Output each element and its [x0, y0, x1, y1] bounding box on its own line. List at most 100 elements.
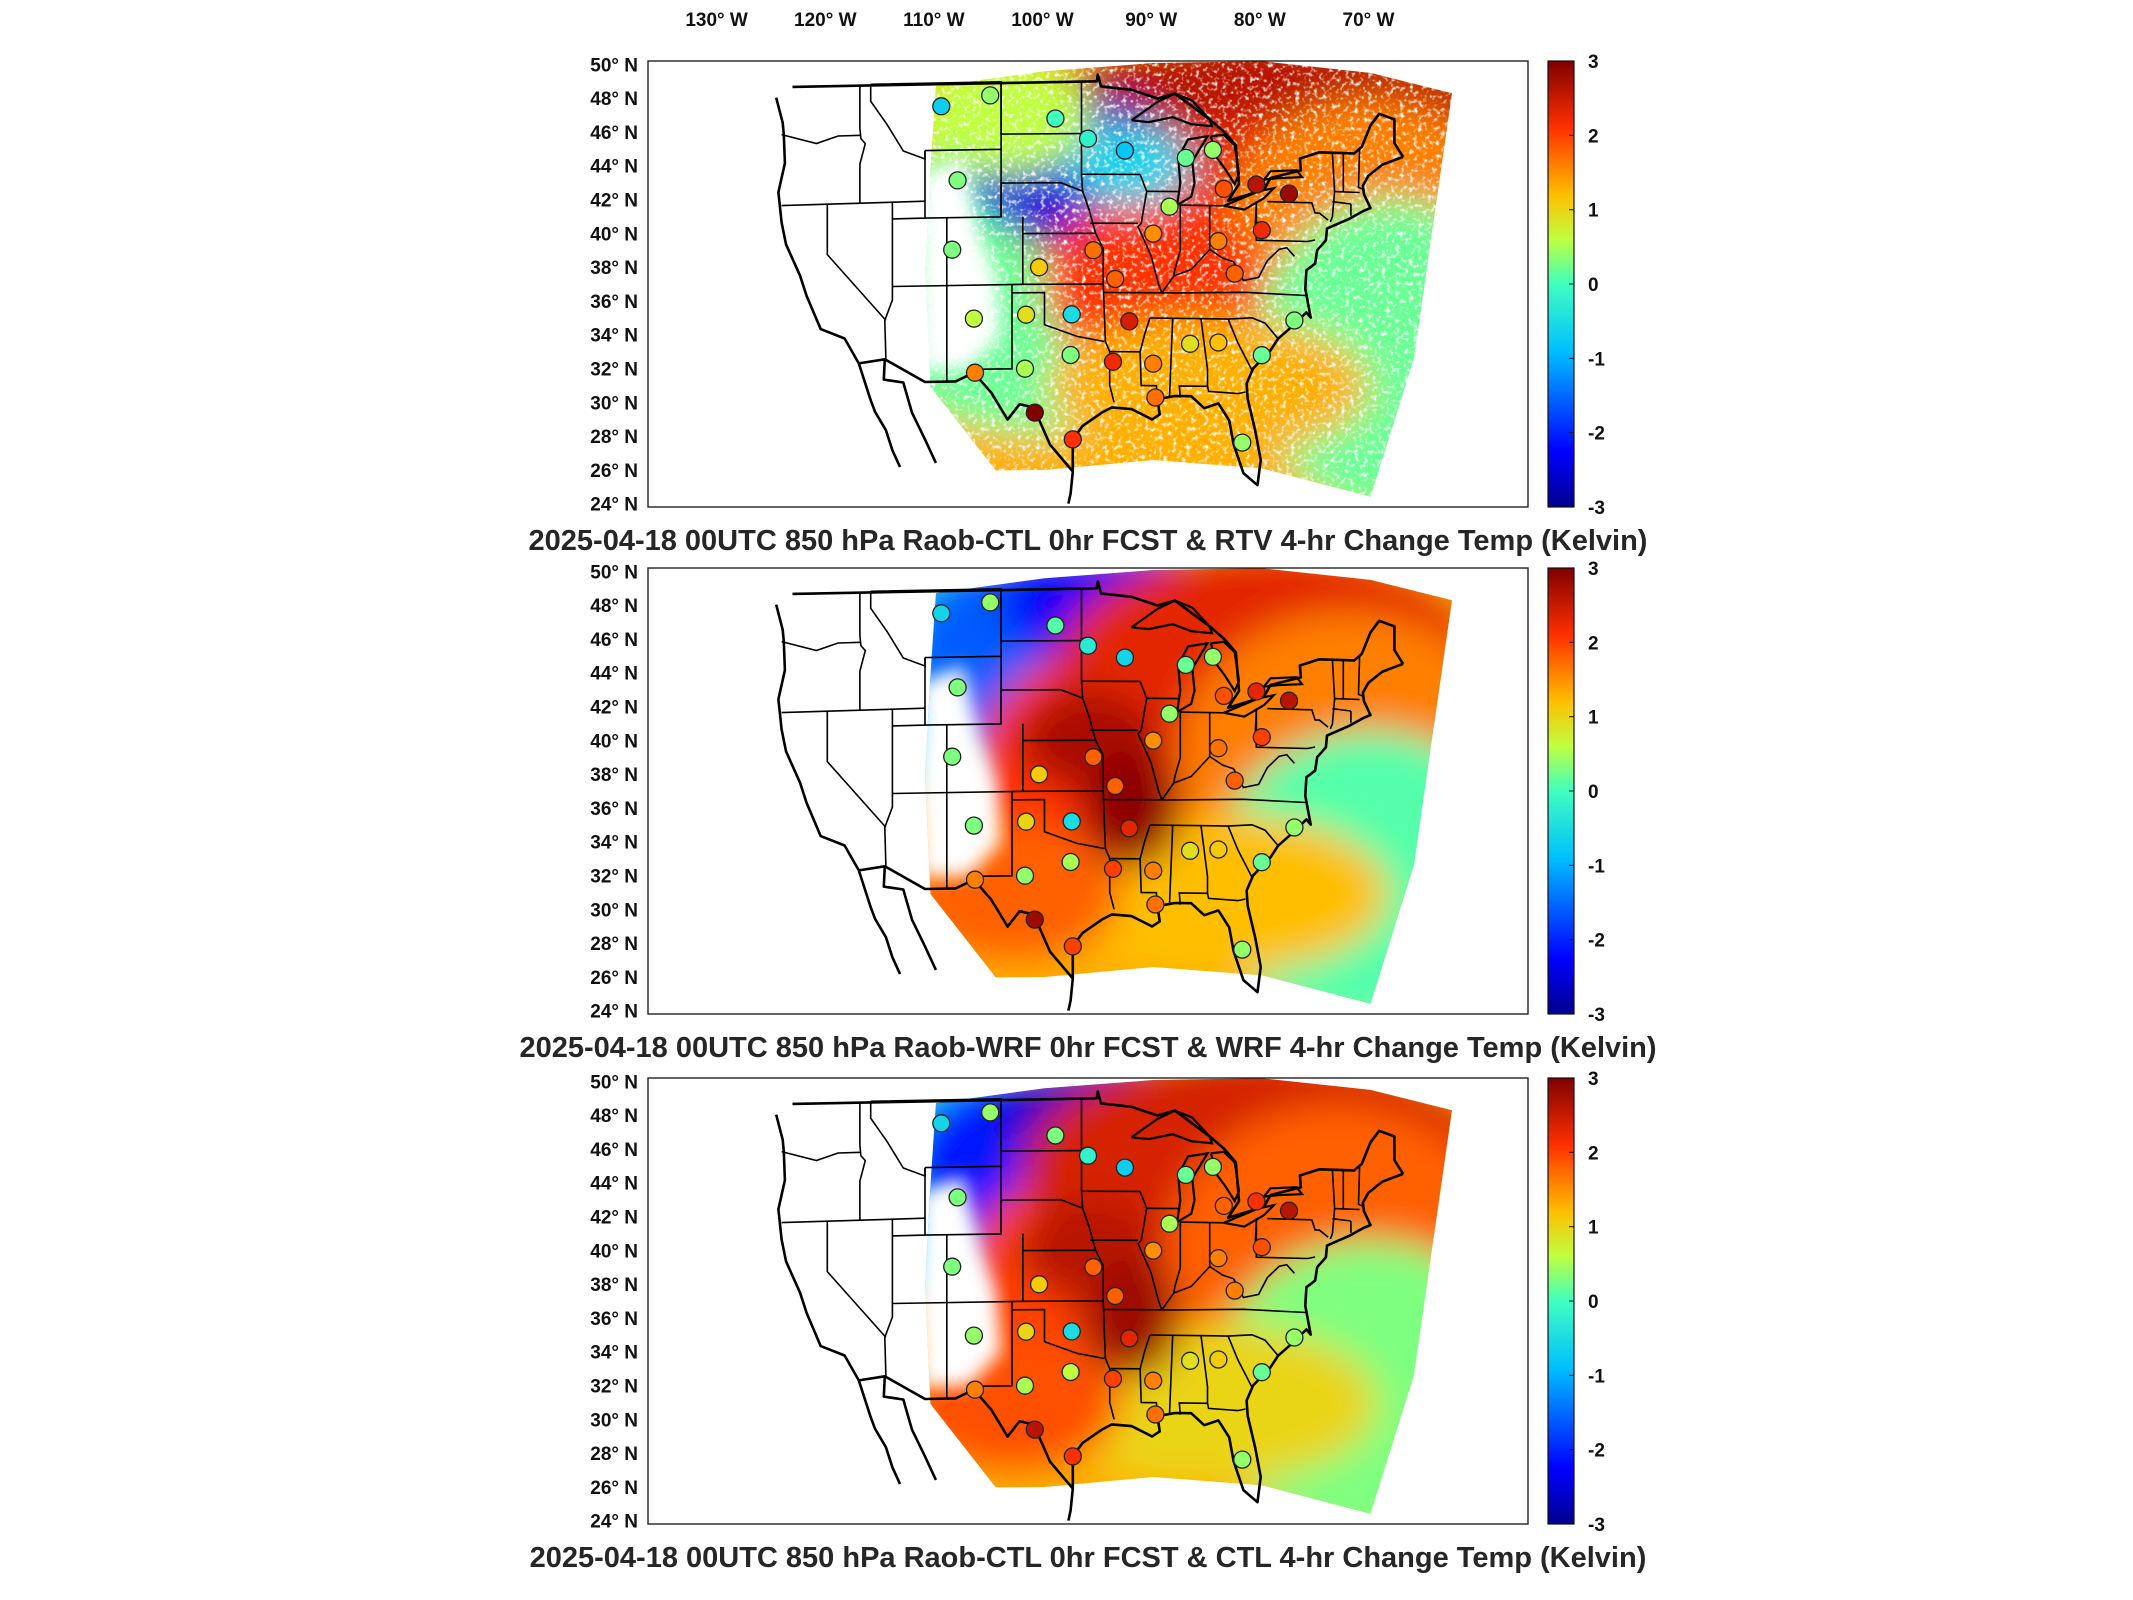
longitude-label: 130° W: [685, 10, 748, 31]
station-marker: [1233, 1450, 1252, 1469]
station-marker: [1176, 1165, 1195, 1185]
latitude-label: 44° N: [590, 664, 638, 685]
colorbar-tick-label: 3: [1588, 52, 1599, 73]
latitude-labels: 50° N 48° N 46° N 44° N 42° N 40° N 38° N 36° N…: [590, 55, 638, 515]
station-marker: [1225, 771, 1244, 790]
station-marker: [1078, 129, 1098, 148]
station-marker: [1084, 748, 1103, 767]
station-marker: [1180, 1351, 1200, 1370]
colorbar-tick-label: 2: [1588, 1143, 1599, 1164]
station-marker: [1144, 1371, 1163, 1390]
station-marker: [1203, 647, 1223, 667]
longitude-label: 80° W: [1234, 10, 1286, 31]
station-marker: [932, 97, 951, 116]
station-marker: [1029, 258, 1049, 277]
colorbar-tick-label: -2: [1588, 931, 1605, 952]
latitude-label: 32° N: [590, 1377, 638, 1398]
latitude-label: 24° N: [590, 1512, 638, 1533]
station-marker: [1176, 148, 1195, 168]
latitude-label: 28° N: [590, 934, 638, 955]
raob-stations: [932, 1103, 1304, 1469]
latitude-label: 36° N: [590, 1309, 638, 1330]
latitude-label: 50° N: [590, 562, 638, 583]
longitude-label: 110° W: [903, 10, 965, 31]
station-marker: [1078, 1146, 1098, 1165]
station-marker: [1285, 311, 1304, 330]
station-marker: [1120, 312, 1139, 331]
station-marker: [1214, 1196, 1233, 1216]
latitude-label: 32° N: [590, 867, 638, 888]
station-marker: [981, 86, 1000, 105]
station-marker: [932, 1114, 951, 1133]
station-marker: [1146, 895, 1165, 914]
station-marker: [1103, 859, 1123, 878]
latitude-label: 48° N: [590, 1106, 638, 1127]
station-marker: [1209, 1249, 1228, 1268]
station-marker: [1046, 616, 1065, 635]
colorbar-tick-label: 2: [1588, 633, 1599, 654]
latitude-label: 46° N: [590, 630, 638, 651]
station-marker: [1247, 175, 1266, 194]
station-marker: [1015, 1376, 1035, 1395]
latitude-label: 24° N: [590, 1002, 638, 1023]
station-marker: [1252, 1238, 1271, 1257]
latitude-label: 40° N: [590, 224, 638, 245]
station-marker: [1203, 140, 1223, 160]
colorbar-tick-label: 0: [1588, 1292, 1599, 1313]
panel-title: 2025-04-18 00UTC 850 hPa Raob-WRF 0hr FC…: [519, 1032, 1656, 1064]
station-marker: [1160, 1214, 1179, 1233]
station-marker: [1029, 1275, 1049, 1294]
latitude-label: 42° N: [590, 1208, 638, 1229]
latitude-label: 30° N: [590, 393, 638, 414]
station-marker: [943, 240, 962, 259]
latitude-label: 50° N: [590, 55, 638, 76]
colorbar-tick-label: -1: [1588, 349, 1605, 370]
station-marker: [1285, 818, 1304, 837]
colorbar-tick-label: 2: [1588, 126, 1599, 147]
latitude-labels: 50° N 48° N 46° N 44° N 42° N 40° N 38° N 36° N…: [590, 1072, 638, 1532]
latitude-label: 30° N: [590, 900, 638, 921]
station-marker: [1146, 1405, 1165, 1424]
station-marker: [1115, 648, 1135, 667]
station-marker: [1115, 1158, 1135, 1177]
temperature-change-field: [925, 1078, 1452, 1514]
station-marker: [943, 747, 962, 766]
colorbar-tick-label: -1: [1588, 1366, 1605, 1387]
station-marker: [1209, 840, 1228, 859]
station-marker: [1214, 686, 1233, 706]
station-marker: [1252, 853, 1271, 872]
latitude-label: 48° N: [590, 596, 638, 617]
panel-title: 2025-04-18 00UTC 850 hPa Raob-CTL 0hr FC…: [530, 1542, 1647, 1574]
station-marker: [1062, 1322, 1081, 1341]
station-marker: [1025, 910, 1044, 929]
station-marker: [1016, 305, 1036, 324]
station-marker: [1115, 141, 1135, 160]
latitude-label: 28° N: [590, 1444, 638, 1465]
latitude-label: 26° N: [590, 968, 638, 989]
station-marker: [1252, 346, 1271, 365]
map-panel: 50° N 48° N 46° N 44° N 42° N 40° N 38° N 36° N…: [530, 1069, 1647, 1574]
station-marker: [1144, 1241, 1163, 1260]
latitude-label: 44° N: [590, 1174, 638, 1195]
latitude-label: 26° N: [590, 461, 638, 482]
station-marker: [1252, 221, 1271, 240]
latitude-label: 40° N: [590, 1241, 638, 1262]
longitude-label: 120° W: [794, 10, 857, 31]
station-marker: [1046, 109, 1065, 128]
station-marker: [1084, 241, 1103, 260]
latitude-labels: 50° N 48° N 46° N 44° N 42° N 40° N 38° N 36° N…: [590, 562, 638, 1022]
latitude-label: 42° N: [590, 191, 638, 212]
colorbar-tick-label: -2: [1588, 424, 1605, 445]
latitude-label: 36° N: [590, 292, 638, 313]
station-marker: [1078, 636, 1098, 655]
map-frame: [647, 1077, 1529, 1525]
station-marker: [1233, 433, 1252, 452]
map-frame: [647, 567, 1529, 1015]
colorbar-tick-label: -3: [1588, 1005, 1605, 1026]
station-marker: [1062, 305, 1081, 324]
station-marker: [1225, 1281, 1244, 1300]
colorbar-tick-label: -1: [1588, 856, 1605, 877]
latitude-label: 42° N: [590, 698, 638, 719]
station-marker: [965, 363, 985, 382]
colorbar-tick-label: 3: [1588, 559, 1599, 580]
